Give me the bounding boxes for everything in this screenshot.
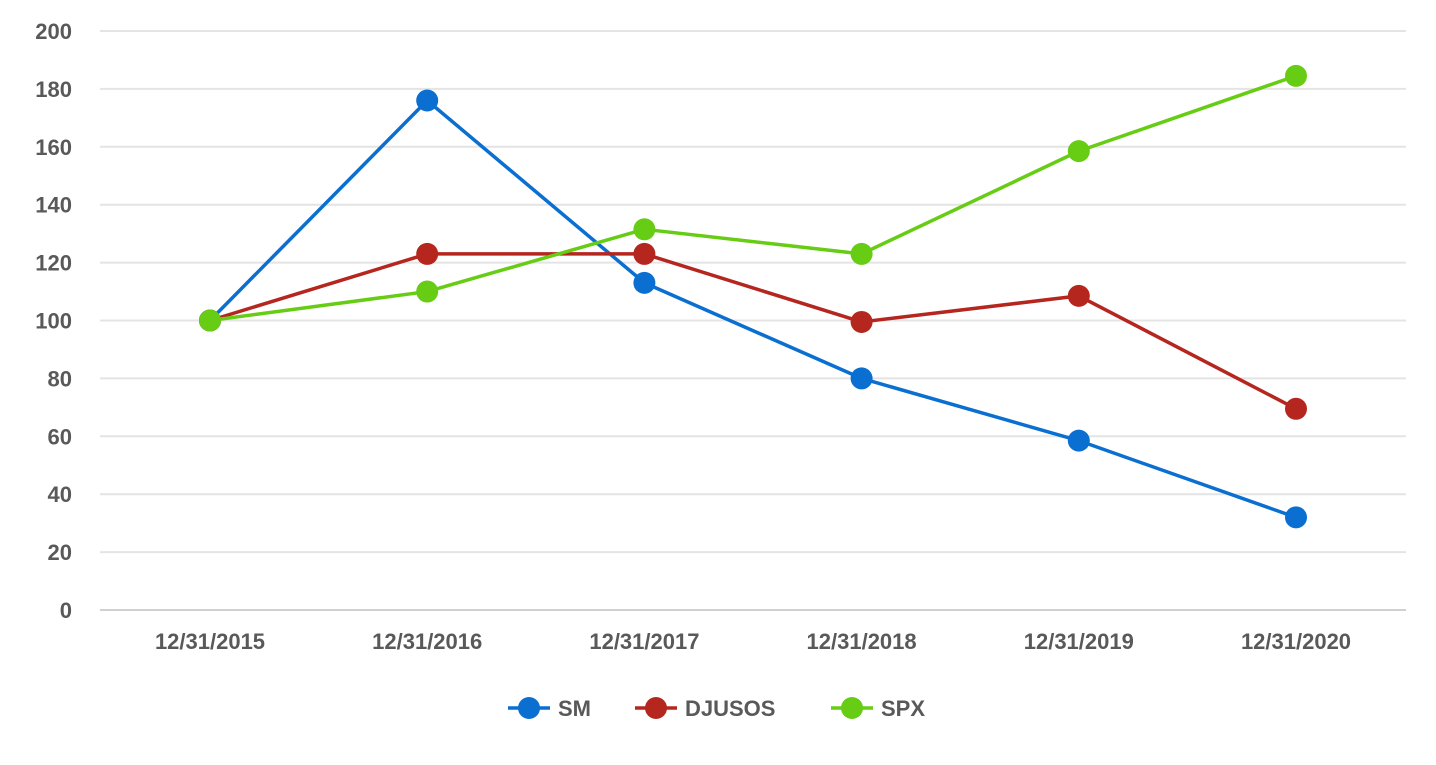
data-point — [1067, 284, 1090, 307]
legend-marker — [518, 697, 540, 719]
series-line — [208, 98, 1297, 520]
legend-item-sm: SM — [508, 696, 591, 721]
legend-item-djusos: DJUSOS — [635, 696, 775, 721]
y-tick-label: 80 — [48, 366, 72, 391]
series-sm — [199, 89, 1307, 529]
y-tick-label: 160 — [35, 135, 72, 160]
x-tick-label: 12/31/2020 — [1241, 629, 1351, 654]
data-point — [1067, 429, 1090, 452]
series-group — [199, 64, 1307, 529]
x-tick-label: 12/31/2016 — [372, 629, 482, 654]
legend-marker — [645, 697, 667, 719]
y-tick-label: 60 — [48, 424, 72, 449]
y-tick-label: 140 — [35, 193, 72, 218]
legend-label: SPX — [881, 696, 925, 721]
data-point — [850, 242, 873, 265]
data-point — [850, 367, 873, 390]
data-point — [416, 89, 439, 112]
series-spx — [199, 64, 1307, 332]
series-line — [209, 74, 1297, 323]
y-tick-label: 40 — [48, 482, 72, 507]
y-tick-label: 120 — [35, 251, 72, 276]
legend-marker — [841, 697, 863, 719]
legend-item-spx: SPX — [831, 696, 925, 721]
x-tick-label: 12/31/2017 — [589, 629, 699, 654]
data-point — [633, 218, 656, 241]
data-point — [1285, 64, 1307, 87]
gridlines — [100, 30, 1406, 611]
x-axis: 12/31/2015 12/31/2016 12/31/2017 12/31/2018… — [155, 629, 1351, 654]
series-line — [209, 252, 1297, 411]
y-tick-label: 20 — [48, 540, 72, 565]
x-tick-label: 12/31/2019 — [1024, 629, 1134, 654]
data-point — [1067, 140, 1090, 163]
x-tick-label: 12/31/2018 — [807, 629, 917, 654]
y-tick-label: 200 — [35, 19, 72, 44]
y-tick-label: 0 — [60, 598, 72, 623]
data-point — [850, 310, 873, 333]
y-tick-label: 100 — [35, 309, 72, 334]
data-point — [199, 309, 221, 332]
data-point — [1285, 506, 1307, 529]
y-axis: 0 20 40 60 80 100 120 140 160 180 200 — [35, 19, 72, 623]
legend: SM DJUSOS SPX — [508, 696, 925, 721]
data-point — [416, 280, 439, 303]
data-point — [416, 242, 439, 265]
x-tick-label: 12/31/2015 — [155, 629, 265, 654]
y-tick-label: 180 — [35, 77, 72, 102]
legend-label: DJUSOS — [685, 696, 775, 721]
data-point — [633, 271, 656, 294]
data-point — [1285, 397, 1307, 420]
data-point — [633, 242, 656, 265]
legend-label: SM — [558, 696, 591, 721]
